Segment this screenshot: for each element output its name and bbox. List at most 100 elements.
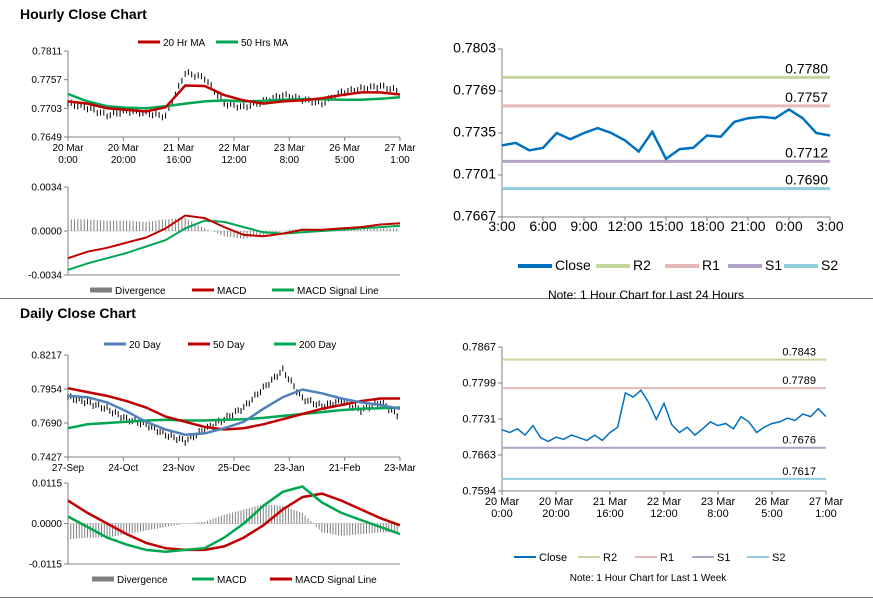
hourly-pivot-xtick-label: 15:00: [648, 218, 683, 234]
hourly-pivot-xtick-label: 0:00: [775, 218, 802, 234]
daily-pivot-ytick-label: 0.7867: [462, 342, 496, 354]
hourly-pivot-level-label: 0.7690: [785, 172, 828, 188]
daily-pivot-ytick-label: 0.7594: [462, 486, 496, 498]
hourly-price-xtick-label: 1:00: [390, 155, 410, 166]
daily-pivot-level-label: 0.7789: [782, 375, 816, 387]
hourly-price-xtick-label: 5:00: [335, 155, 355, 166]
daily-price-xtick-label: 21-Feb: [329, 463, 361, 474]
hourly-pivot-level-label: 0.7780: [785, 60, 828, 76]
daily-pivot-level-label: 0.7843: [782, 347, 816, 359]
hourly-price-xtick-label: 20:00: [111, 155, 136, 166]
hourly-pivot-legend-label: R1: [702, 257, 720, 273]
daily-price-xtick-label: 23-Mar: [384, 463, 416, 474]
daily-price-xtick-label: 23-Nov: [163, 463, 195, 474]
daily-price-xtick-label: 27-Sep: [52, 463, 85, 474]
hourly-price-xtick-label: 27 Mar: [384, 143, 416, 154]
daily-50day-line: [67, 386, 400, 431]
daily-macd-ytick-label: 0.0000: [31, 519, 62, 530]
hourly-macd-line: [67, 214, 401, 260]
daily-pivot-legend-label: R1: [660, 552, 674, 564]
daily-price-xtick-label: 25-Dec: [218, 463, 250, 474]
daily-pivot-xtick-label: 20 Mar: [485, 496, 520, 508]
daily-pivot-legend-label: R2: [603, 552, 617, 564]
hourly-pivot-xtick-label: 3:00: [488, 218, 515, 234]
daily-pivot-level-label: 0.7676: [782, 435, 816, 447]
daily-pivot-xtick-label: 1:00: [815, 508, 836, 520]
daily-pivot-ytick-label: 0.7663: [462, 450, 496, 462]
hourly-macd-legend-label: MACD: [217, 286, 246, 297]
hourly-pivot-ytick-label: 0.7803: [453, 40, 496, 56]
hourly-price-legend-label: 20 Hr MA: [163, 38, 206, 49]
hourly-pivot-legend-label: R2: [633, 257, 651, 273]
daily-pivot-xtick-label: 26 Mar: [755, 496, 790, 508]
daily-pivot-note: Note: 1 Hour Chart for Last 1 Week: [570, 573, 728, 584]
hourly-pivot-level-label: 0.7712: [785, 144, 828, 160]
hourly-pivot-legend-label: S2: [821, 257, 838, 273]
daily-price-legend-label: 200 Day: [299, 340, 336, 351]
daily-price-ytick-label: 0.8217: [31, 351, 62, 362]
hourly-pivot-xtick-label: 9:00: [570, 218, 597, 234]
hourly-price-xtick-label: 16:00: [166, 155, 191, 166]
hourly-price-xtick-label: 12:00: [221, 155, 246, 166]
hourly-pivot-xtick-label: 18:00: [689, 218, 724, 234]
hourly-pivot-ytick-label: 0.7735: [453, 124, 496, 140]
hourly-price-xtick-label: 23 Mar: [274, 143, 306, 154]
daily-pivot-xtick-label: 23 Mar: [701, 496, 736, 508]
hourly-price-xtick-label: 20 Mar: [52, 143, 84, 154]
daily-macd-ytick-label: -0.0115: [29, 560, 63, 571]
hourly-price-xtick-label: 22 Mar: [218, 143, 250, 154]
daily-pivot-legend-label: S2: [772, 552, 785, 564]
daily-macd-legend-label: MACD Signal Line: [295, 575, 377, 586]
hourly-macd-ytick-label: -0.0034: [28, 271, 62, 282]
hourly-pivot-xtick-label: 12:00: [607, 218, 642, 234]
daily-price-ytick-label: 0.7690: [31, 419, 62, 430]
hourly-price-ytick-label: 0.7649: [31, 133, 62, 144]
daily-macd-ytick-label: 0.0115: [32, 479, 62, 490]
daily-pivot-xtick-label: 8:00: [707, 508, 728, 520]
daily-pivot-xtick-label: 22 Mar: [647, 496, 682, 508]
daily-pivot-xtick-label: 20 Mar: [539, 496, 574, 508]
hourly-macd-legend-label: Divergence: [115, 286, 166, 297]
hourly-pivot-note: Note: 1 Hour Chart for Last 24 Hours: [548, 288, 744, 302]
daily-200day-line: [67, 406, 401, 430]
hourly-section-title: Hourly Close Chart: [20, 6, 147, 22]
daily-pivot-xtick-label: 12:00: [650, 508, 678, 520]
daily-price-ytick-label: 0.7954: [31, 385, 62, 396]
daily-pivot-ytick-label: 0.7799: [462, 378, 496, 390]
daily-pivot-close-line: [501, 389, 827, 443]
hourly-pivot-close-line: [501, 108, 831, 161]
hourly-pivot-xtick-label: 21:00: [730, 218, 765, 234]
hourly-pivot-ytick-label: 0.7769: [453, 82, 496, 98]
hourly-pivot-ytick-label: 0.7701: [453, 166, 496, 182]
daily-macd-line: [67, 485, 401, 553]
hourly-price-legend-label: 50 Hrs MA: [241, 38, 289, 49]
section-divider: [0, 298, 873, 299]
hourly-price-xtick-label: 20 Mar: [108, 143, 140, 154]
hourly-price-ytick-label: 0.7757: [31, 75, 62, 86]
hourly-price-xtick-label: 0:00: [58, 155, 78, 166]
daily-price-xtick-label: 24-Oct: [108, 463, 138, 474]
daily-20day-line: [67, 388, 401, 436]
hourly-50hr-ma-line: [67, 92, 401, 110]
daily-price-ytick-label: 0.7427: [31, 453, 62, 464]
daily-pivot-legend-label: Close: [539, 552, 567, 564]
hourly-price-ytick-label: 0.7811: [32, 47, 62, 58]
hourly-macd-legend-label: MACD Signal Line: [297, 286, 379, 297]
hourly-pivot-xtick-label: 6:00: [529, 218, 556, 234]
daily-price-legend-label: 50 Day: [213, 340, 245, 351]
hourly-pivot-xtick-label: 3:00: [816, 218, 843, 234]
daily-section-title: Daily Close Chart: [20, 305, 136, 321]
daily-pivot-ytick-label: 0.7731: [462, 414, 496, 426]
daily-macd-legend-label: Divergence: [117, 575, 168, 586]
hourly-pivot-level-label: 0.7757: [785, 89, 828, 105]
daily-price-xtick-label: 23-Jan: [274, 463, 305, 474]
hourly-price-xtick-label: 26 Mar: [329, 143, 361, 154]
hourly-pivot-ytick-label: 0.7667: [453, 208, 496, 224]
hourly-pivot-legend-label: Close: [555, 257, 591, 273]
daily-pivot-xtick-label: 21 Mar: [593, 496, 628, 508]
bottom-divider: [0, 597, 873, 598]
hourly-price-ytick-label: 0.7703: [31, 104, 62, 115]
daily-pivot-legend-label: S1: [717, 552, 730, 564]
daily-pivot-xtick-label: 27 Mar: [809, 496, 844, 508]
